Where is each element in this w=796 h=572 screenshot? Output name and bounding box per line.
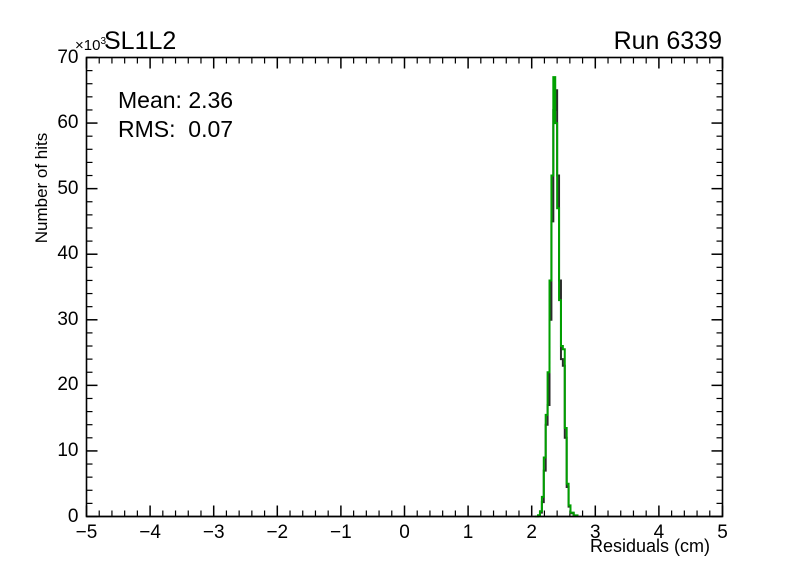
y-tick-label: 30	[57, 308, 79, 330]
plot-title: SL1L2	[104, 27, 177, 55]
histogram-series	[86, 76, 723, 518]
x-tick-label: −5	[75, 521, 98, 543]
y-tick-label: 60	[57, 112, 79, 134]
plot-frame	[85, 56, 724, 518]
y-tick-label: 70	[57, 46, 79, 68]
x-tick-label: −2	[266, 521, 289, 543]
x-tick-label: −1	[330, 521, 352, 543]
x-tick-label: 1	[462, 521, 474, 543]
y-axis-exponent-label: ×103	[75, 36, 107, 54]
x-tick-label: 5	[717, 521, 728, 543]
x-tick-label: 2	[526, 521, 537, 543]
run-label: Run 6339	[613, 27, 722, 55]
x-tick-label: 0	[399, 521, 410, 543]
y-tick-label: 0	[67, 505, 79, 527]
y-tick-label: 40	[57, 243, 79, 265]
x-tick-label: 3	[590, 521, 601, 543]
stat-mean: Mean: 2.36	[118, 87, 234, 113]
y-tick-label: 10	[57, 439, 79, 461]
x-tick-label: 4	[653, 521, 665, 543]
x-tick-label: −3	[202, 521, 225, 543]
histogram-series-fit	[534, 76, 579, 518]
x-tick-label: −4	[139, 521, 161, 543]
x-axis-title: Residuals (cm)	[590, 536, 711, 556]
axis-ticks	[85, 56, 724, 518]
stat-rms: RMS: 0.07	[118, 116, 234, 142]
y-tick-label: 50	[57, 177, 79, 199]
y-tick-label: 20	[57, 374, 79, 396]
